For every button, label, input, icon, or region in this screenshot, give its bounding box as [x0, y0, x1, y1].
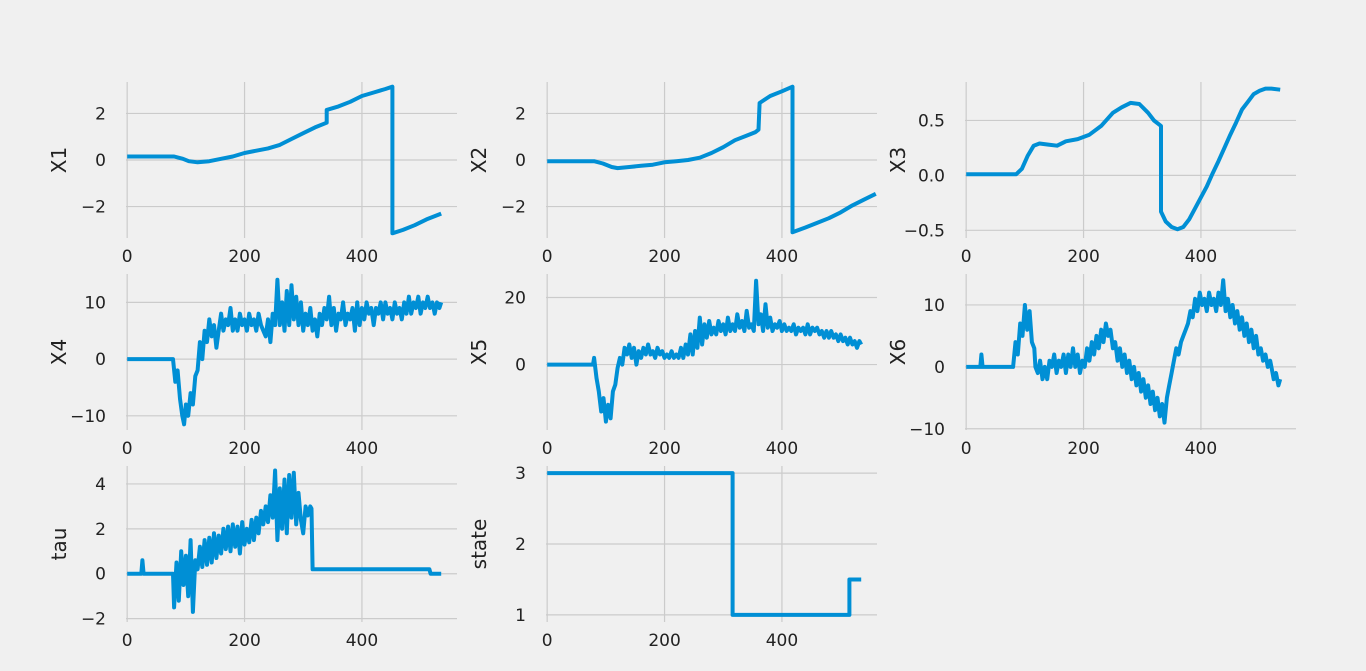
y-tick-label: −0.5 [904, 221, 945, 241]
y-tick-label: 10 [84, 293, 106, 313]
series-line [547, 84, 877, 235]
subplot-x4: 0 200 400 10 0 −10 X4 [47, 274, 457, 459]
y-tick-label: 3 [515, 464, 526, 484]
series-line [966, 278, 1283, 425]
y-tick-label: 0 [95, 151, 106, 171]
series-line [547, 278, 863, 424]
x-tick-label: 400 [346, 631, 378, 651]
x-tick-label: 200 [228, 631, 260, 651]
x-tick-label: 200 [648, 439, 680, 459]
x-tick-label: 400 [766, 439, 798, 459]
y-tick-label: 0.0 [918, 166, 945, 186]
y-tick-label: 2 [95, 520, 106, 540]
subplot-x6: 0 200 400 10 0 −10 X6 [886, 274, 1296, 459]
series-line [547, 471, 862, 617]
subplot-state: 0 200 400 3 2 1 state [467, 464, 877, 651]
subplot-x1: 0 200 400 2 0 −2 X1 [47, 82, 457, 267]
series-line [966, 86, 1281, 232]
y-tick-label: 2 [95, 104, 106, 124]
x-tick-label: 400 [346, 247, 378, 267]
x-tick-label: 200 [228, 247, 260, 267]
x-tick-label: 400 [766, 247, 798, 267]
y-tick-label: 2 [515, 104, 526, 124]
y-axis-label: X4 [47, 339, 71, 365]
y-tick-label: 0 [515, 151, 526, 171]
x-tick-label: 0 [122, 439, 133, 459]
x-tick-label: 200 [648, 247, 680, 267]
subplot-tau: 0 200 400 4 2 0 −2 tau [47, 466, 457, 651]
y-tick-label: −2 [501, 198, 526, 218]
y-tick-label: 1 [515, 606, 526, 626]
subplot-x2: 0 200 400 2 0 −2 X2 [467, 82, 877, 267]
x-tick-label: 400 [766, 631, 798, 651]
x-tick-label: 0 [542, 439, 553, 459]
y-axis-label: tau [47, 528, 71, 561]
y-tick-label: 2 [515, 535, 526, 555]
y-tick-label: 10 [923, 296, 945, 316]
y-axis-label: X3 [886, 147, 910, 173]
x-tick-label: 0 [122, 631, 133, 651]
y-axis-label: X6 [886, 339, 910, 365]
series-line [127, 468, 442, 614]
subplot-x3: 0 200 400 0.5 0.0 −0.5 X3 [886, 82, 1296, 267]
x-tick-label: 200 [228, 439, 260, 459]
x-tick-label: 0 [542, 631, 553, 651]
x-tick-label: 0 [961, 439, 972, 459]
y-tick-label: 0 [95, 350, 106, 370]
x-tick-label: 400 [346, 439, 378, 459]
y-tick-label: 0 [934, 358, 945, 378]
x-tick-label: 200 [1067, 247, 1099, 267]
x-tick-label: 0 [542, 247, 553, 267]
x-tick-label: 200 [648, 631, 680, 651]
y-tick-label: −2 [81, 610, 106, 630]
y-tick-label: 4 [95, 475, 106, 495]
x-tick-label: 0 [122, 247, 133, 267]
y-tick-label: 0 [95, 565, 106, 585]
x-tick-label: 400 [1185, 439, 1217, 459]
y-tick-label: 0.5 [918, 111, 945, 131]
x-tick-label: 400 [1185, 247, 1217, 267]
y-tick-label: −2 [81, 198, 106, 218]
y-tick-label: 20 [504, 288, 526, 308]
y-axis-label: X1 [47, 147, 71, 173]
y-tick-label: −10 [909, 420, 945, 440]
x-tick-label: 0 [961, 247, 972, 267]
y-axis-label: X5 [467, 339, 491, 365]
y-tick-label: −10 [70, 407, 106, 427]
y-axis-label: state [467, 519, 491, 570]
x-tick-label: 200 [1067, 439, 1099, 459]
y-tick-label: 0 [515, 356, 526, 376]
y-axis-label: X2 [467, 147, 491, 173]
series-line [127, 84, 442, 236]
series-line [127, 277, 444, 427]
